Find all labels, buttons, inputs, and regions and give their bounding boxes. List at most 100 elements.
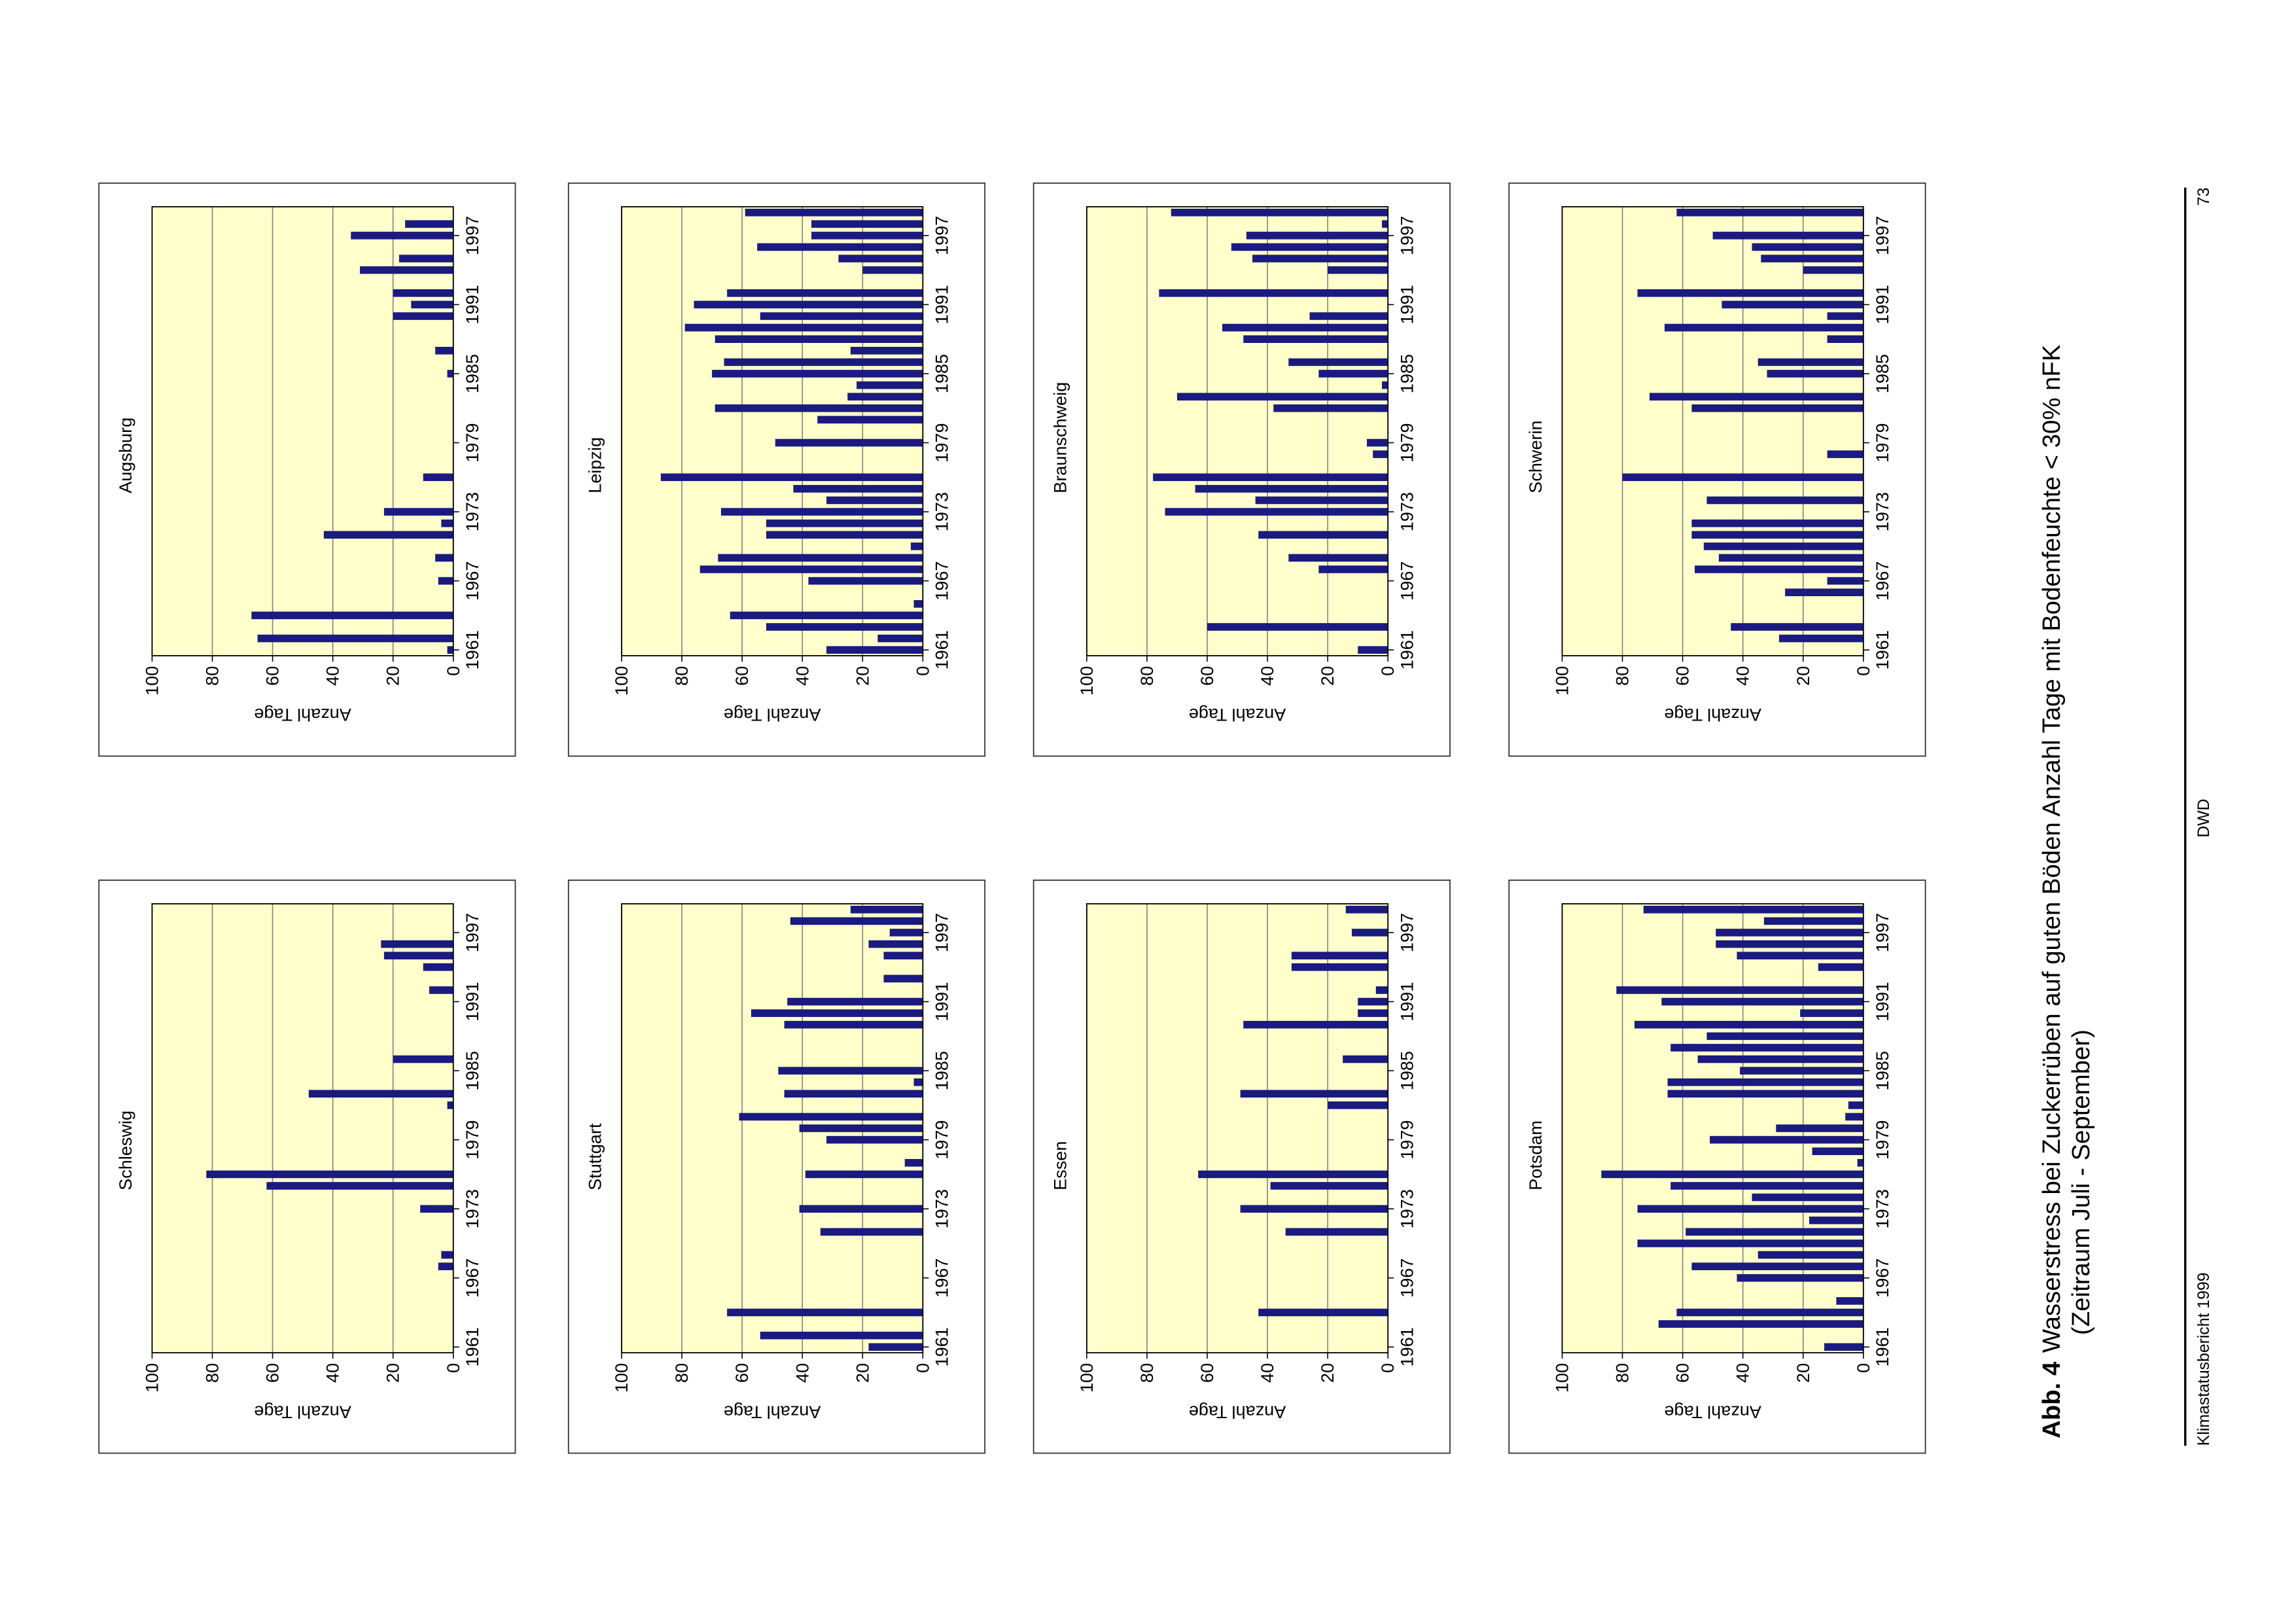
bar <box>257 634 453 643</box>
bar <box>712 370 923 378</box>
plot-border <box>1086 903 1389 1353</box>
x-tick-label: 1979 <box>1397 423 1417 462</box>
bar <box>1695 565 1863 573</box>
caption: Abb. 4 Wasserstress bei Zuckerrüben auf g… <box>2038 344 2066 1438</box>
x-tick-label: 1973 <box>1872 492 1892 531</box>
bar <box>1649 393 1863 401</box>
bar <box>793 485 923 493</box>
plot-area <box>1086 206 1388 656</box>
bar <box>1351 929 1388 936</box>
y-tick-label: 0 <box>1377 1363 1398 1373</box>
bar <box>1710 1135 1863 1144</box>
bar <box>1291 952 1388 959</box>
x-tick-label: 1979 <box>1397 1120 1417 1160</box>
y-tick-label: 80 <box>1137 666 1157 686</box>
bar <box>1165 508 1388 516</box>
bar <box>1757 1251 1863 1259</box>
x-tick-label: 1961 <box>462 1327 482 1366</box>
x-tick-label: 1979 <box>932 423 952 462</box>
bar <box>1159 289 1388 297</box>
bar <box>715 335 923 344</box>
x-tick-label: 1979 <box>932 1120 952 1160</box>
bar <box>1198 1170 1388 1179</box>
y-tick-label: 80 <box>1612 1363 1633 1383</box>
bar <box>1716 940 1863 948</box>
bar <box>1670 1044 1863 1052</box>
bar <box>1712 232 1863 240</box>
bar <box>1345 906 1388 914</box>
bar <box>1246 232 1388 240</box>
footer-center: DWD <box>2195 799 2213 838</box>
bar <box>1812 1147 1863 1156</box>
x-tick-label: 1997 <box>1872 216 1892 255</box>
plot-area <box>152 904 453 1353</box>
bar <box>1243 1020 1388 1029</box>
y-tick-label: 0 <box>1853 1363 1873 1373</box>
y-tick-label: 20 <box>383 1363 403 1383</box>
x-tick-label: 1973 <box>1872 1189 1892 1228</box>
bar <box>1686 1228 1863 1236</box>
y-tick-label: 100 <box>1076 1363 1097 1393</box>
x-tick-label: 1979 <box>1872 423 1892 462</box>
x-tick-label: 1997 <box>1872 913 1892 952</box>
y-tick-label: 40 <box>323 1363 343 1383</box>
bar <box>1358 646 1388 654</box>
bar <box>423 473 453 482</box>
bar <box>862 266 923 274</box>
x-tick-label: 1991 <box>932 285 952 324</box>
y-tick-label: 0 <box>912 666 932 676</box>
bar <box>1658 1320 1863 1328</box>
bar <box>1767 370 1863 378</box>
bar <box>784 1090 923 1098</box>
bar <box>1691 531 1863 539</box>
bar <box>1827 450 1863 458</box>
plot-area <box>1086 904 1388 1353</box>
bar <box>1752 1193 1863 1202</box>
y-tick-label: 40 <box>323 666 343 686</box>
bar <box>1358 997 1388 1006</box>
x-tick-label: 1991 <box>1397 285 1417 324</box>
bar <box>1637 1205 1863 1213</box>
y-tick-label: 40 <box>792 1363 812 1383</box>
bar <box>889 929 923 936</box>
chart-title: Leipzig <box>584 437 605 493</box>
bar <box>745 208 923 217</box>
bar <box>1703 543 1863 550</box>
x-tick-label: 1997 <box>462 913 482 952</box>
bar <box>1691 519 1863 527</box>
bar <box>1616 986 1863 994</box>
caption-label: Abb. 4 <box>2038 1361 2066 1438</box>
bar <box>1366 438 1388 447</box>
chart-title: Stuttgart <box>584 1123 605 1190</box>
bar <box>826 646 923 654</box>
bar <box>1637 289 1863 297</box>
y-axis-label: Anzahl Tage <box>1189 1402 1286 1422</box>
y-axis-label: Anzahl Tage <box>1664 705 1761 725</box>
bar <box>730 611 923 620</box>
plot-border <box>1561 903 1864 1353</box>
x-tick-label: 1979 <box>462 1120 482 1160</box>
bar <box>1809 1216 1863 1224</box>
bar <box>799 1124 923 1132</box>
y-axis-label: Anzahl Tage <box>254 705 351 725</box>
bar <box>1718 554 1863 562</box>
bar <box>787 997 923 1006</box>
x-tick-label: 1973 <box>1397 1189 1417 1228</box>
x-tick-label: 1991 <box>1872 285 1892 324</box>
y-tick-label: 80 <box>202 1363 222 1383</box>
bar <box>699 565 923 573</box>
bar <box>684 323 923 332</box>
y-tick-label: 100 <box>611 666 631 696</box>
y-tick-label: 20 <box>1793 1363 1813 1383</box>
y-tick-label: 60 <box>1672 1363 1693 1383</box>
bar <box>817 416 923 424</box>
chart-title: Schwerin <box>1525 420 1545 493</box>
bar <box>1634 1020 1863 1029</box>
x-tick-label: 1973 <box>932 1189 952 1228</box>
bar <box>1697 1055 1863 1063</box>
bar <box>1622 473 1863 482</box>
bar <box>727 289 923 297</box>
plot-border <box>621 903 924 1353</box>
x-tick-label: 1985 <box>1397 354 1417 393</box>
